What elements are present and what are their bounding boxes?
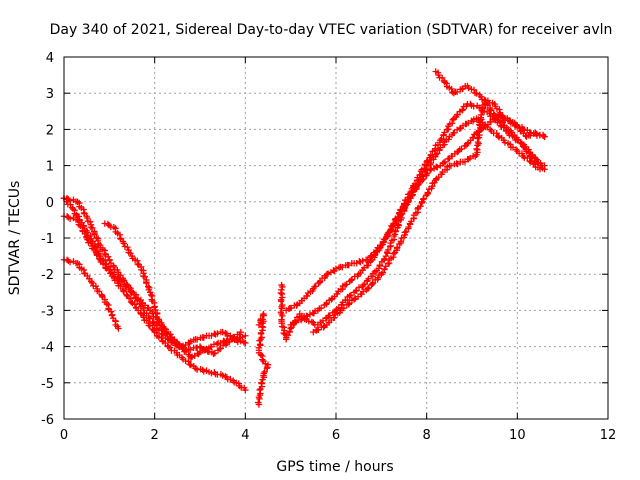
- data-marks: [60, 68, 548, 408]
- y-axis-title: SDTVAR / TECUs: [7, 181, 23, 296]
- y-tick-label: -5: [41, 377, 54, 392]
- x-tick-label: 4: [241, 428, 249, 443]
- x-tick-label: 8: [423, 428, 431, 443]
- grid: [64, 57, 608, 419]
- y-tick-label: -1: [41, 232, 54, 247]
- series-track-8: [282, 115, 544, 314]
- data-point-markers: [432, 68, 548, 173]
- y-tick-label: 3: [46, 87, 54, 102]
- x-tick-label: 0: [60, 428, 68, 443]
- series-track-6: [255, 310, 272, 408]
- y-tick-label: -3: [41, 304, 54, 319]
- y-tick-label: 2: [46, 123, 54, 138]
- x-tick-label: 12: [600, 428, 617, 443]
- series-track-10: [310, 97, 548, 336]
- y-tick-label: -4: [41, 341, 54, 356]
- plot-frame: [63, 56, 609, 420]
- data-point-markers: [60, 256, 122, 332]
- y-tick-label: 0: [46, 196, 54, 211]
- x-tick-label: 2: [151, 428, 159, 443]
- data-point-markers: [255, 310, 272, 408]
- chart-title: Day 340 of 2021, Sidereal Day-to-day VTE…: [50, 22, 613, 38]
- y-tick-label: -6: [41, 413, 54, 428]
- x-tick-label: 10: [509, 428, 526, 443]
- x-tick-label: 6: [332, 428, 340, 443]
- y-tick-label: -2: [41, 268, 54, 283]
- x-axis-title: GPS time / hours: [276, 459, 393, 475]
- y-tick-label: 1: [46, 160, 54, 175]
- data-point-markers: [282, 115, 544, 314]
- series-track-3: [60, 256, 122, 332]
- data-point-markers: [310, 97, 548, 336]
- y-tick-label: 4: [46, 51, 54, 66]
- series-track-11: [432, 68, 548, 173]
